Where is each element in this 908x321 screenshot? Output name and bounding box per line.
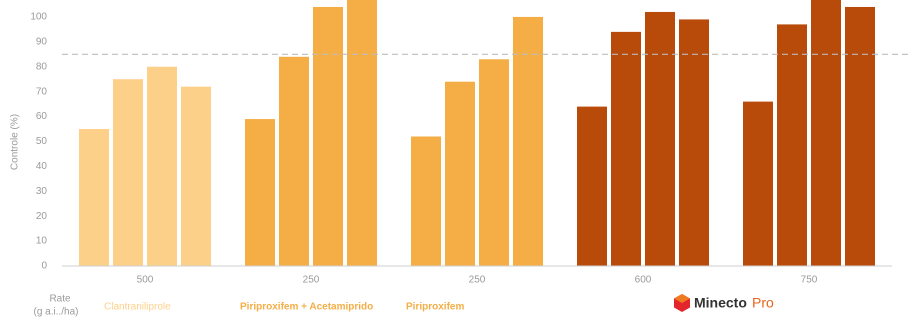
y-tick-label: 0 [41,261,47,272]
y-tick-label: 60 [36,111,48,122]
x-tick-label: 500 [137,275,154,286]
x-tick-label: 250 [303,275,320,286]
y-tick-label: 50 [36,136,48,147]
y-tick-label: 10 [36,236,48,247]
brand-suffix: Pro [752,295,774,311]
bar [645,11,675,266]
x-tick-label: 600 [635,275,652,286]
logo-icon [674,294,690,303]
bar [513,16,543,266]
product-label: Piriproxifem + Acetamiprido [240,302,373,313]
x-axis-label: Rate [49,294,71,305]
bar [445,81,475,266]
bar [245,119,275,266]
y-tick-label: 70 [36,86,48,97]
bar [313,6,343,266]
y-tick-label: 20 [36,211,48,222]
y-tick-label: 90 [36,36,48,47]
product-label: Piriproxifem [406,302,464,313]
bar [811,0,841,266]
y-tick-label: 30 [36,186,48,197]
y-tick-label: 100 [30,12,47,23]
bar [743,101,773,266]
x-axis-label: (g a.i../ha) [33,307,78,318]
plot [79,0,875,266]
bar [611,31,641,266]
y-axis-label: Controle (%) [10,114,21,170]
bar [279,56,309,266]
x-tick-label: 250 [469,275,486,286]
bar [411,136,441,266]
x-tick-label: 750 [801,275,818,286]
bar [79,129,109,266]
y-tick-label: 40 [36,161,48,172]
bar [181,86,211,266]
bar [845,6,875,266]
bar [777,24,807,266]
bar [113,79,143,266]
product-label: Clantraniliprole [104,302,171,313]
bar [577,106,607,266]
bar [479,59,509,266]
bar [679,19,709,266]
bar [147,66,177,266]
brand-name: Minecto [694,295,747,311]
y-tick-label: 80 [36,61,48,72]
bar [347,0,377,266]
brand-logo: Minecto Pro [674,294,774,312]
